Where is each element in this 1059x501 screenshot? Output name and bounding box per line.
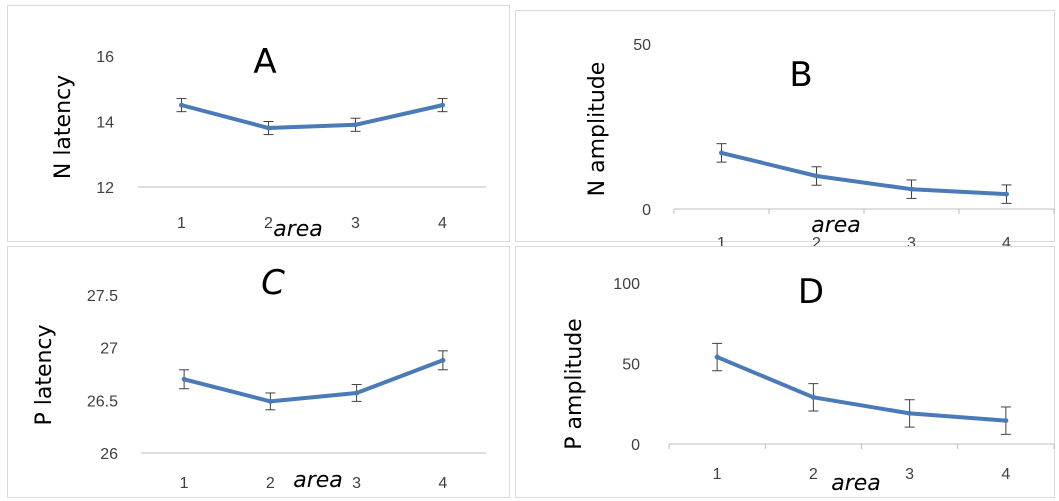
chart-c-series-line — [182, 358, 445, 404]
chart-d: D P amplitude 0 50 100 1 2 3 4 area — [562, 272, 1055, 496]
chart-d-y-tick-label: 0 — [631, 437, 640, 454]
chart-b-data-point — [909, 186, 914, 192]
panel-b: B N amplitude 0 50 1 2 3 4 area — [515, 10, 1055, 252]
chart-c-ylabel: P latency — [32, 324, 57, 425]
chart-d-x-tick-label: 4 — [1001, 466, 1010, 483]
chart-c-title: C — [261, 263, 285, 303]
chart-c-x-tick-label: 1 — [180, 475, 189, 492]
panel-d: D P amplitude 0 50 100 1 2 3 4 area — [515, 246, 1055, 498]
chart-a-title: A — [253, 42, 276, 82]
chart-b-title: B — [789, 55, 812, 95]
chart-a-x-tick-label: 1 — [177, 215, 186, 232]
chart-b-series-line — [719, 150, 1009, 197]
chart-d-x-tick-label: 2 — [809, 466, 818, 483]
chart-b-x-tick-label: 4 — [1002, 235, 1011, 252]
chart-c-x-tick-label: 2 — [266, 475, 275, 492]
chart-d-xlabel: area — [831, 471, 881, 496]
chart-a-data-point — [440, 102, 445, 108]
chart-d-title: D — [798, 272, 824, 312]
chart-b-x-tick-label: 1 — [717, 235, 726, 252]
chart-d-x-tick-label: 3 — [905, 466, 914, 483]
chart-b-data-point — [1004, 191, 1009, 197]
chart-a-data-point — [179, 102, 184, 108]
chart-c: C P latency 26 26.5 27 27.5 1 2 3 4 area — [32, 263, 486, 493]
chart-b-xlabel: area — [811, 213, 861, 238]
chart-c-y-tick-label: 27 — [100, 341, 118, 358]
chart-d-y-tick-label: 50 — [622, 357, 640, 374]
chart-c-x-tick-label: 3 — [352, 475, 361, 492]
chart-a-xlabel: area — [273, 217, 323, 242]
chart-a-x-tick-label: 3 — [351, 215, 360, 232]
chart-b-x-tick-label: 3 — [907, 235, 916, 252]
chart-d-data-point — [810, 394, 816, 400]
chart-a-y-tick-label: 12 — [96, 180, 114, 197]
chart-a-series-line — [179, 103, 445, 131]
chart-d-data-point — [1003, 418, 1009, 424]
chart-d-data-point — [714, 354, 720, 360]
chart-d-y-tick-label: 100 — [613, 276, 640, 293]
chart-d-data-point — [907, 410, 913, 416]
chart-c-data-point — [440, 357, 446, 363]
chart-b-data-point — [814, 173, 819, 179]
panel-a: A N latency 12 14 16 1 2 3 4 area — [7, 5, 510, 242]
chart-c-data-point — [181, 376, 187, 382]
chart-d-series-line — [715, 355, 1008, 423]
chart-c-data-point — [267, 398, 273, 404]
chart-c-y-tick-label: 26.5 — [87, 393, 118, 410]
chart-c-data-point — [354, 390, 360, 396]
chart-b-ylabel: N amplitude — [585, 62, 610, 197]
chart-a-y-tick-label: 16 — [96, 49, 114, 66]
chart-d-ylabel: P amplitude — [562, 318, 587, 449]
chart-a-data-point — [353, 122, 358, 128]
chart-c-y-tick-label: 27.5 — [87, 288, 118, 305]
panel-c: C P latency 26 26.5 27 27.5 1 2 3 4 area — [7, 246, 510, 498]
chart-b-y-tick-label: 50 — [633, 37, 651, 54]
chart-a-x-tick-label: 2 — [264, 215, 273, 232]
chart-a-y-tick-label: 14 — [96, 115, 114, 132]
chart-c-x-tick-label: 4 — [438, 475, 447, 492]
chart-b: B N amplitude 0 50 1 2 3 4 area — [585, 37, 1055, 252]
chart-a-x-tick-label: 4 — [438, 215, 447, 232]
chart-b-y-tick-label: 0 — [642, 202, 651, 219]
chart-a-ylabel: N latency — [51, 75, 76, 179]
chart-a-data-point — [266, 125, 271, 131]
chart-b-data-point — [719, 150, 724, 156]
chart-c-y-tick-label: 26 — [100, 446, 118, 463]
chart-d-x-tick-label: 1 — [713, 466, 722, 483]
chart-b-x-tick-label: 2 — [812, 235, 821, 252]
chart-c-xlabel: area — [293, 468, 343, 493]
